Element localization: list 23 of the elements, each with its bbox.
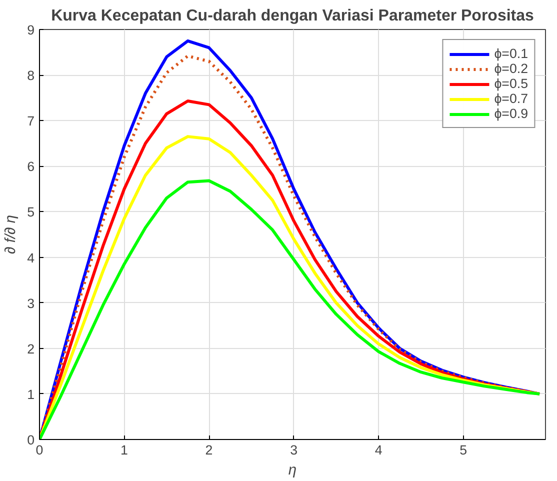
y-tick-label: 2	[27, 341, 35, 356]
x-axis-title: η	[288, 462, 297, 478]
legend-label: ϕ=0.7	[494, 91, 528, 106]
x-tick-label: 3	[290, 442, 298, 458]
y-tick-label: 9	[27, 22, 35, 38]
y-axis-title: ∂ f/∂ η	[3, 215, 20, 254]
x-tick-label: 1	[120, 442, 128, 458]
y-tick-label: 6	[27, 159, 35, 174]
legend-label: ϕ=0.5	[494, 76, 528, 91]
x-tick-label: 4	[374, 442, 383, 458]
chart-title: Kurva Kecepatan Cu-darah dengan Variasi Parameter Porositas	[51, 8, 534, 24]
y-tick-label: 5	[27, 204, 35, 220]
y-tick-label: 7	[27, 114, 35, 129]
x-tick-label: 5	[460, 442, 467, 458]
legend-label: ϕ=0.9	[494, 106, 528, 121]
legend-label: ϕ=0.2	[494, 61, 528, 76]
y-tick-label: 8	[27, 68, 35, 84]
y-tick-label: 3	[27, 296, 35, 311]
x-tick-label: 2	[205, 442, 213, 458]
legend-label: ϕ=0.1	[494, 46, 528, 61]
y-tick-label: 4	[27, 250, 36, 266]
y-tick-label: 1	[27, 386, 35, 402]
y-tick-label: 0	[27, 432, 35, 448]
